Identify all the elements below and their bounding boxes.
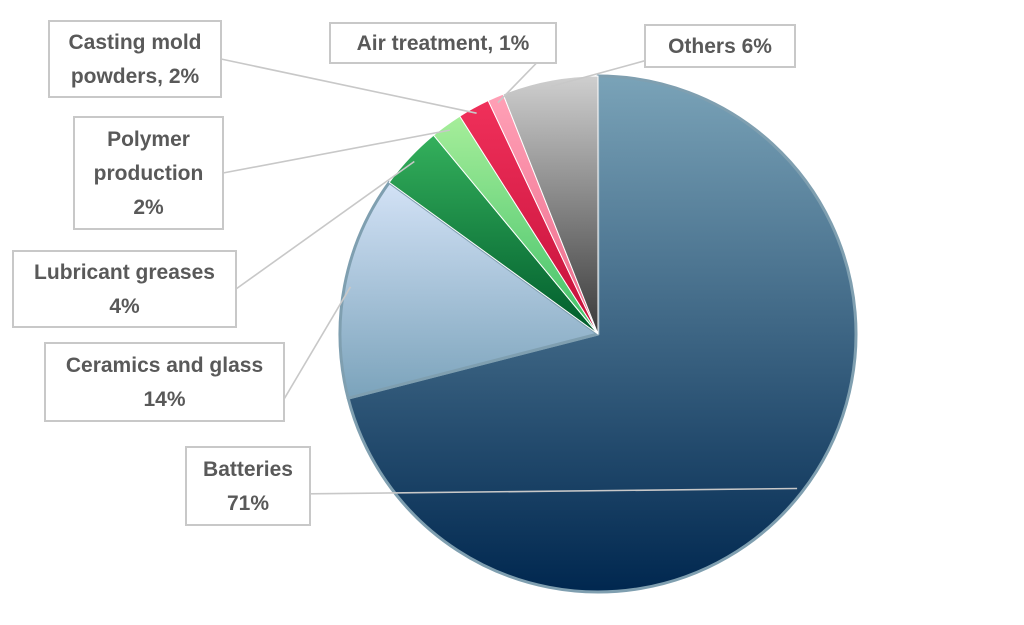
- pie-slice-others: [502, 75, 599, 335]
- leader-line-batteries: [309, 487, 798, 495]
- leader-line-polymer-production: [222, 129, 451, 174]
- data-label-box: [44, 342, 285, 422]
- data-label-text: 71%: [227, 492, 269, 515]
- data-label-air-treatment: Air treatment, 1%: [329, 22, 557, 64]
- data-label-box: [12, 250, 237, 328]
- data-label-polymer-production: Polymer production 2%: [73, 116, 224, 230]
- pie-slices: [338, 74, 858, 594]
- data-label-text: Air treatment, 1%: [357, 32, 530, 55]
- data-label-box: [644, 24, 796, 68]
- data-label-text: powders, 2%: [71, 65, 200, 88]
- data-label-text: 2%: [133, 196, 164, 219]
- data-label-box: [73, 116, 224, 230]
- data-label-text: production: [94, 162, 204, 185]
- data-label-box: [329, 22, 557, 64]
- leader-line-casting-mold-powders: [220, 58, 477, 114]
- data-label-lubricant-greases: Lubricant greases 4%: [12, 250, 237, 328]
- data-label-text: Others 6%: [668, 35, 772, 58]
- pie-slice-batteries: [346, 74, 858, 594]
- data-labels: Batteries 71% Ceramics and glass 14% Lubrica…: [12, 20, 796, 526]
- data-label-text: Lubricant greases: [34, 261, 215, 284]
- data-label-text: 4%: [109, 295, 140, 318]
- data-label-text: Batteries: [203, 458, 293, 481]
- data-label-casting-mold-powders: Casting mold powders, 2%: [48, 20, 222, 98]
- data-label-box: [48, 20, 222, 98]
- data-label-text: Casting mold: [68, 31, 201, 54]
- data-label-ceramics-and-glass: Ceramics and glass 14%: [44, 342, 285, 422]
- data-label-text: Ceramics and glass: [66, 354, 263, 377]
- data-label-text: Polymer: [107, 128, 190, 151]
- leader-line-ceramics-and-glass: [283, 286, 352, 400]
- pie-slice-ceramics-and-glass: [338, 180, 600, 400]
- data-label-others: Others 6%: [644, 24, 796, 68]
- data-label-box: [185, 446, 311, 526]
- data-label-batteries: Batteries 71%: [185, 446, 311, 526]
- data-label-text: 14%: [143, 388, 185, 411]
- leader-line-others: [550, 59, 646, 88]
- leader-line-lubricant-greases: [235, 160, 415, 290]
